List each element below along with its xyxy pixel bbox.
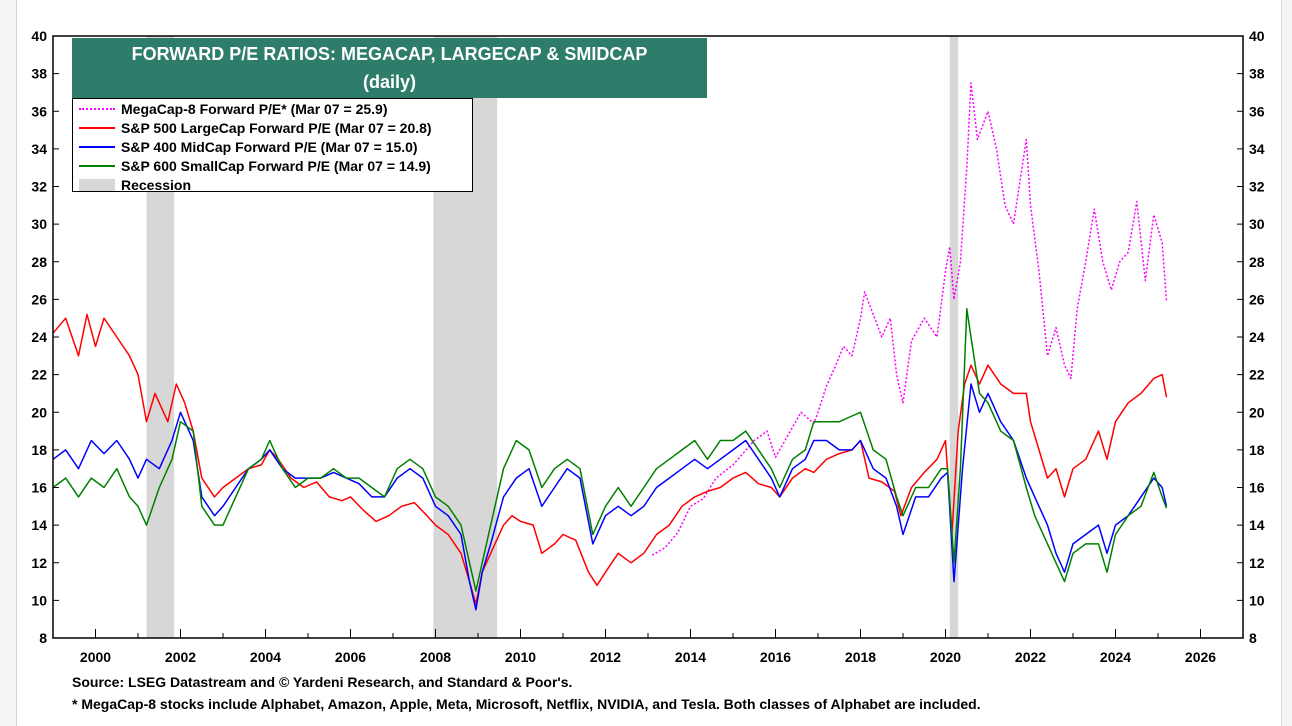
- legend-swatch-sp500: [79, 119, 115, 137]
- legend-item-sp500: S&P 500 LargeCap Forward P/E (Mar 07 = 2…: [73, 119, 472, 137]
- y-tick-label-left: 12: [31, 555, 47, 571]
- y-tick-label-right: 18: [1249, 442, 1265, 458]
- y-tick-label-left: 34: [31, 141, 47, 157]
- y-tick-label-right: 24: [1249, 329, 1265, 345]
- y-tick-label-right: 26: [1249, 291, 1265, 307]
- x-tick-label: 2006: [335, 649, 366, 665]
- y-tick-label-left: 18: [31, 442, 47, 458]
- x-tick-label: 2016: [760, 649, 791, 665]
- x-tick-label: 2014: [675, 649, 706, 665]
- x-tick-label: 2022: [1015, 649, 1046, 665]
- legend-label-sp400: S&P 400 MidCap Forward P/E (Mar 07 = 15.…: [121, 139, 418, 155]
- legend-swatch-recession: [79, 176, 115, 194]
- recession-band: [949, 36, 959, 638]
- chart-title-box: FORWARD P/E RATIOS: MEGACAP, LARGECAP & …: [72, 38, 707, 98]
- y-tick-label-left: 30: [31, 216, 47, 232]
- y-tick-label-left: 20: [31, 404, 47, 420]
- legend-item-recession: Recession: [73, 176, 472, 194]
- y-tick-label-left: 38: [31, 66, 47, 82]
- x-tick-label: 2024: [1100, 649, 1131, 665]
- chart-subtitle: (daily): [362, 72, 416, 92]
- legend: MegaCap-8 Forward P/E* (Mar 07 = 25.9) S…: [72, 98, 473, 194]
- x-tick-label: 2008: [420, 649, 451, 665]
- legend-label-sp600: S&P 600 SmallCap Forward P/E (Mar 07 = 1…: [121, 158, 431, 174]
- y-tick-label-right: 12: [1249, 555, 1265, 571]
- x-tick-label: 2020: [930, 649, 961, 665]
- x-tick-label: 2010: [505, 649, 536, 665]
- legend-item-megacap: MegaCap-8 Forward P/E* (Mar 07 = 25.9): [73, 100, 472, 118]
- y-tick-label-left: 16: [31, 480, 47, 496]
- footnote: * MegaCap-8 stocks include Alphabet, Ama…: [72, 696, 981, 712]
- legend-label-sp500: S&P 500 LargeCap Forward P/E (Mar 07 = 2…: [121, 120, 432, 136]
- y-tick-label-right: 8: [1249, 630, 1257, 646]
- y-tick-label-left: 24: [31, 329, 47, 345]
- y-tick-label-left: 22: [31, 367, 47, 383]
- series-line-sp400: [52, 383, 1168, 611]
- y-tick-label-right: 32: [1249, 179, 1265, 195]
- y-tick-label-left: 8: [39, 630, 47, 646]
- legend-swatch-megacap: [79, 100, 115, 118]
- series-line-sp600: [52, 308, 1168, 592]
- y-tick-label-right: 40: [1249, 28, 1265, 44]
- y-tick-label-left: 28: [31, 254, 47, 270]
- y-tick-label-right: 16: [1249, 480, 1265, 496]
- source-note: Source: LSEG Datastream and © Yardeni Re…: [72, 674, 573, 690]
- y-tick-label-left: 36: [31, 103, 47, 119]
- legend-label-megacap: MegaCap-8 Forward P/E* (Mar 07 = 25.9): [121, 101, 388, 117]
- x-tick-label: 2002: [165, 649, 196, 665]
- y-tick-label-right: 20: [1249, 404, 1265, 420]
- y-tick-label-left: 32: [31, 179, 47, 195]
- y-tick-label-left: 10: [31, 592, 47, 608]
- legend-swatch-sp600: [79, 157, 115, 175]
- series-line-sp500: [52, 313, 1168, 605]
- y-tick-label-right: 34: [1249, 141, 1265, 157]
- y-tick-label-right: 38: [1249, 66, 1265, 82]
- y-tick-label-right: 22: [1249, 367, 1265, 383]
- y-tick-label-right: 36: [1249, 103, 1265, 119]
- x-tick-label: 2026: [1185, 649, 1216, 665]
- x-tick-label: 2000: [80, 649, 111, 665]
- y-tick-label-right: 30: [1249, 216, 1265, 232]
- chart-frame: 8 8 10 10 12 12 14 14 16 16 18 18 20 20 22 22 24 24 26 26 28…: [16, 0, 1282, 726]
- x-tick-label: 2018: [845, 649, 876, 665]
- series-line-megacap: [651, 82, 1168, 556]
- y-tick-label-right: 10: [1249, 592, 1265, 608]
- x-tick-label: 2012: [590, 649, 621, 665]
- legend-swatch-sp400: [79, 138, 115, 156]
- y-tick-label-right: 14: [1249, 517, 1265, 533]
- y-tick-label-right: 28: [1249, 254, 1265, 270]
- y-tick-label-left: 40: [31, 28, 47, 44]
- legend-item-sp400: S&P 400 MidCap Forward P/E (Mar 07 = 15.…: [73, 138, 472, 156]
- chart-title: FORWARD P/E RATIOS: MEGACAP, LARGECAP & …: [131, 44, 648, 64]
- legend-label-recession: Recession: [121, 177, 192, 193]
- y-tick-label-left: 26: [31, 291, 47, 307]
- y-tick-label-left: 14: [31, 517, 47, 533]
- legend-item-sp600: S&P 600 SmallCap Forward P/E (Mar 07 = 1…: [73, 157, 472, 175]
- x-tick-label: 2004: [250, 649, 281, 665]
